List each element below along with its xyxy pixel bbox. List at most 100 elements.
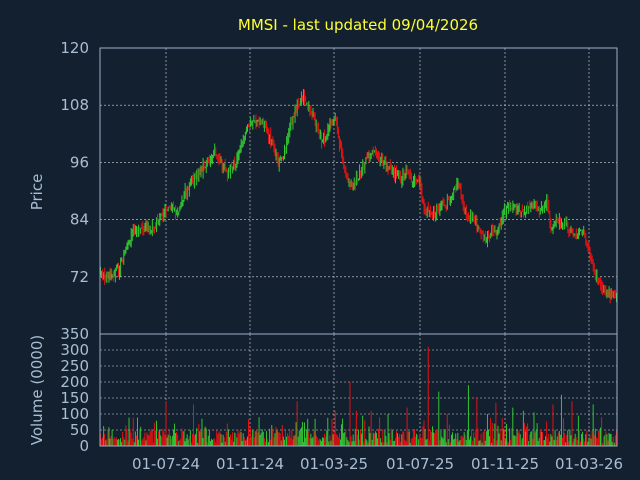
volume-bar (294, 434, 296, 446)
volume-bar (228, 437, 230, 446)
volume-bar (277, 432, 279, 446)
price-tick-label: 72 (70, 268, 89, 286)
volume-bar (475, 429, 477, 446)
volume-bar (256, 429, 258, 446)
volume-bar (253, 430, 255, 446)
volume-bar (480, 433, 482, 446)
volume-bar (332, 434, 334, 446)
volume-bar (603, 436, 605, 446)
volume-bar (418, 439, 420, 446)
volume-bar (578, 430, 580, 446)
volume-bar (600, 427, 602, 446)
volume-bar (573, 438, 575, 446)
volume-bar (250, 427, 252, 446)
volume-bar (215, 441, 217, 446)
volume-bar (328, 441, 330, 446)
volume-bar (596, 438, 598, 446)
volume-bar (589, 434, 591, 446)
volume-bar (326, 430, 328, 446)
volume-bar (514, 435, 516, 446)
volume-bar (459, 439, 461, 446)
volume-bar (205, 428, 207, 446)
volume-bar (279, 433, 281, 446)
volume-bar (565, 442, 567, 446)
volume-bar (132, 417, 134, 446)
volume-bar (607, 440, 609, 446)
volume-bar (499, 428, 501, 446)
volume-bar (556, 436, 558, 446)
volume-bar (351, 441, 353, 446)
volume-bar (133, 442, 135, 446)
volume-bar (196, 428, 198, 446)
volume-bar (307, 418, 309, 446)
volume-bar (276, 430, 278, 446)
volume-bar (281, 424, 283, 446)
volume-bar (457, 432, 459, 446)
volume-bar (570, 435, 572, 446)
volume-bar (430, 431, 432, 446)
volume-bar (519, 434, 521, 446)
volume-bar (553, 439, 555, 446)
volume-bar (174, 423, 175, 446)
volume-bar (275, 426, 277, 446)
volume-bar (394, 437, 396, 446)
volume-bar (393, 440, 395, 446)
volume-bar (464, 435, 466, 446)
volume-bar (241, 441, 243, 446)
volume-bar (329, 435, 331, 446)
volume-bar (180, 438, 182, 446)
volume-bar (313, 430, 315, 446)
volume-bar (448, 424, 450, 446)
volume-bar (126, 429, 128, 446)
volume-bar (268, 442, 270, 446)
volume-bar (491, 442, 493, 446)
volume-bar (101, 439, 103, 446)
volume-bar (612, 436, 614, 446)
volume-bar (319, 439, 321, 446)
volume-bar (564, 432, 566, 446)
volume-bar (429, 429, 431, 446)
volume-bar (322, 437, 323, 446)
volume-bar (184, 441, 186, 446)
volume-bar (526, 426, 528, 446)
volume-bar (569, 429, 571, 446)
volume-bar (362, 415, 364, 446)
volume-bar (252, 430, 254, 446)
volume-bar (156, 420, 157, 446)
volume-bar (168, 430, 170, 446)
volume-bar (325, 437, 327, 446)
volume-bar (236, 437, 238, 446)
volume-bar (269, 428, 271, 446)
volume-bar (451, 434, 452, 446)
volume-bar (208, 430, 210, 446)
price-tick-label: 120 (60, 39, 89, 57)
volume-bar (503, 429, 505, 446)
volume-bar (517, 432, 519, 446)
volume-bar (327, 417, 329, 446)
volume-bar (377, 438, 378, 446)
volume-bar (402, 431, 404, 446)
volume-bar (571, 401, 573, 446)
volume-bar (591, 430, 593, 446)
volume-bar (130, 432, 132, 446)
volume-bar (137, 417, 138, 446)
volume-bar (558, 431, 560, 446)
volume-bar (111, 429, 113, 446)
volume-bar (504, 439, 506, 446)
volume-tick-label: 350 (60, 325, 89, 343)
volume-bar (447, 439, 449, 446)
volume-bar (338, 432, 340, 446)
volume-bar (119, 439, 120, 446)
volume-bar (601, 417, 603, 446)
volume-bar (280, 440, 282, 446)
volume-bar (233, 441, 235, 446)
volume-bar (445, 442, 447, 446)
volume-bar (552, 404, 554, 446)
volume-bar (185, 438, 187, 446)
volume-bar (437, 431, 439, 446)
volume-bar (392, 441, 394, 446)
volume-bar (523, 422, 525, 446)
volume-bar (378, 428, 380, 446)
volume-bar (533, 412, 535, 446)
